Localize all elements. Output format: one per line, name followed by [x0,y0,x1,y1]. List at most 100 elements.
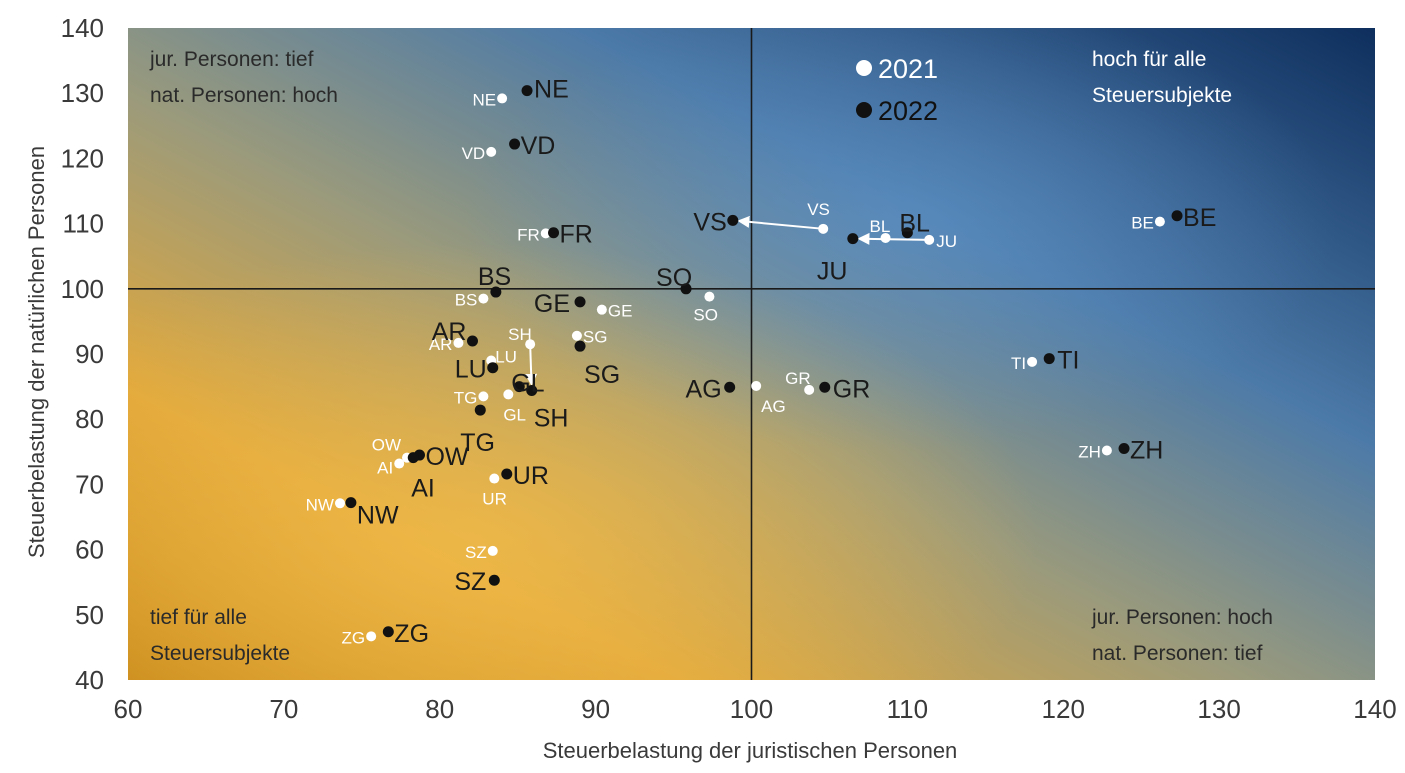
label-2021-sz: SZ [465,543,487,562]
point-2022-ti [1043,353,1055,365]
point-2022-ju [847,233,859,245]
point-2022-vd [509,138,521,150]
point-2022-ge [574,296,586,308]
x-tick-label: 60 [114,694,143,724]
x-tick-label: 70 [269,694,298,724]
point-2021-be [1154,216,1165,227]
point-2022-ur [501,468,513,480]
y-axis-ticks: 40 50 60 70 80 90 100 110 120 130 140 [61,13,104,695]
y-tick-label: 140 [61,13,104,43]
label-2021-ne: NE [472,90,496,109]
label-2022-ow: OW [425,443,468,471]
label-2021-so: SO [693,306,718,325]
point-2022-tg [474,404,486,416]
label-2022-vd: VD [521,132,556,160]
x-tick-label: 110 [887,694,928,724]
point-2021-fr [540,228,551,239]
y-tick-label: 130 [61,78,104,108]
point-2022-zh [1118,443,1130,455]
point-2021-zh [1101,445,1112,456]
legend-item-2022: 2022 [856,96,938,126]
label-2022-ne: NE [534,76,569,104]
quadrant-label-top-left: jur. Personen: tief nat. Personen: hoch [149,48,338,107]
label-2021-bs: BS [455,291,478,310]
label-2022-ge: GE [534,290,570,318]
point-2022-bl [901,227,913,239]
legend: 2021 2022 [856,54,938,126]
shift-arrow-sh [525,344,538,386]
quadrant-reference-lines [128,28,1375,680]
legend-marker-2021 [856,60,872,76]
label-2022-sg: SG [584,361,620,389]
point-2021-ju [924,234,935,245]
label-2021-ti: TI [1011,354,1026,373]
point-2022-sz [488,574,500,586]
y-tick-label: 40 [75,665,104,695]
label-2022-lu: LU [455,356,487,384]
x-tick-label: 130 [1197,694,1240,724]
label-2021-ag: AG [761,397,786,416]
label-2021-fr: FR [517,225,540,244]
label-2022-ti: TI [1057,347,1079,375]
label-2021-sh: SH [508,325,532,344]
quadrant-label-bottom-left-line2: Steuersubjekte [150,642,290,665]
point-2021-sh [525,339,536,350]
point-2021-sz [487,545,498,556]
point-2022-zg [382,626,394,638]
label-2022-gl: GL [511,370,544,398]
y-tick-label: 80 [75,404,104,434]
shift-arrow-ju [857,232,930,245]
x-tick-label: 100 [730,694,773,724]
quadrant-label-top-right-line2: Steuersubjekte [1092,84,1232,107]
x-axis-label: Steuerbelastung der juristischen Persone… [543,738,958,763]
point-2021-nw [334,498,345,509]
label-2022-sz: SZ [454,568,486,596]
point-2022-sh [526,385,538,397]
label-2022-bs: BS [478,263,511,291]
label-2022-be: BE [1183,204,1216,232]
label-2022-nw: NW [357,502,399,530]
point-2022-so [680,283,692,295]
y-tick-label: 70 [75,469,104,499]
y-axis-label: Steuerbelastung der natürlichen Personen [24,146,49,558]
label-2021-vd: VD [462,144,486,163]
point-2021-gl [503,389,514,400]
point-2021-zg [366,631,377,642]
label-2021-sg: SG [583,328,608,347]
label-2022-bl: BL [899,210,930,238]
y-tick-label: 50 [75,600,104,630]
shift-arrow-vs [737,215,824,230]
legend-label-2021: 2021 [878,54,938,84]
x-tick-label: 140 [1353,694,1396,724]
label-2021-ur: UR [482,490,507,509]
legend-marker-2022 [856,102,872,118]
label-2021-ow: OW [372,436,401,455]
point-2022-nw [345,497,357,509]
x-tick-label: 80 [425,694,454,724]
legend-label-2022: 2022 [878,96,938,126]
y-tick-label: 60 [75,535,104,565]
point-2022-fr [548,227,560,239]
label-2021-ju: JU [936,232,957,251]
point-2021-tg [478,391,489,402]
point-2021-bl [880,232,891,243]
point-2021-sg [571,330,582,341]
point-2021-vs [818,223,829,234]
label-2021-gr: GR [785,369,811,388]
label-2021-lu: LU [495,348,517,367]
point-2022-lu [487,362,499,374]
quadrant-label-bottom-right-line2: nat. Personen: tief [1092,642,1263,665]
label-2021-ar: AR [429,335,453,354]
point-2021-ur [489,473,500,484]
point-2021-bs [478,293,489,304]
label-2022-gr: GR [833,375,871,403]
label-2021-vs: VS [807,200,830,219]
label-2022-ai: AI [411,475,435,503]
label-2022-zh: ZH [1130,437,1163,465]
label-2021-zg: ZG [342,628,366,647]
y-tick-label: 90 [75,339,104,369]
label-2022-ju: JU [817,258,848,286]
label-2021-ge: GE [608,302,633,321]
